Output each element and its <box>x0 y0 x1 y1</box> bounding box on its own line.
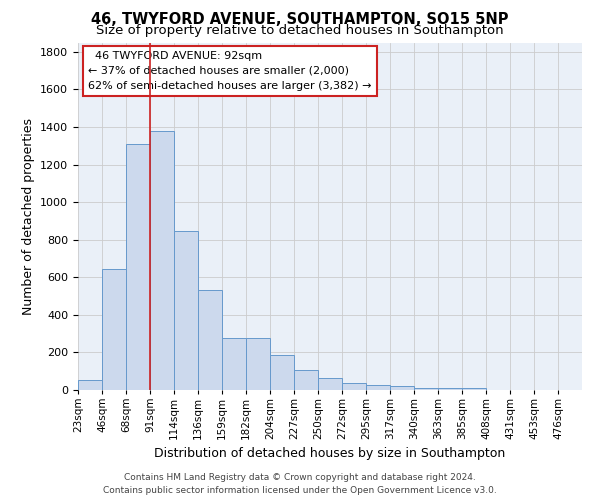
Bar <box>366 386 390 390</box>
Bar <box>222 338 246 390</box>
Text: 46, TWYFORD AVENUE, SOUTHAMPTON, SO15 5NP: 46, TWYFORD AVENUE, SOUTHAMPTON, SO15 5N… <box>91 12 509 28</box>
Bar <box>414 388 438 390</box>
Bar <box>150 131 174 390</box>
Text: Contains HM Land Registry data © Crown copyright and database right 2024.
Contai: Contains HM Land Registry data © Crown c… <box>103 474 497 495</box>
Bar <box>462 388 486 390</box>
Bar <box>78 380 102 390</box>
Bar <box>174 232 198 390</box>
X-axis label: Distribution of detached houses by size in Southampton: Distribution of detached houses by size … <box>154 448 506 460</box>
Bar <box>342 383 366 390</box>
Y-axis label: Number of detached properties: Number of detached properties <box>22 118 35 315</box>
Bar <box>438 388 462 390</box>
Bar <box>390 386 414 390</box>
Text: Size of property relative to detached houses in Southampton: Size of property relative to detached ho… <box>96 24 504 37</box>
Bar <box>102 269 126 390</box>
Bar <box>318 378 342 390</box>
Bar <box>246 338 270 390</box>
Bar <box>270 355 294 390</box>
Bar <box>126 144 150 390</box>
Text: 46 TWYFORD AVENUE: 92sqm
← 37% of detached houses are smaller (2,000)
62% of sem: 46 TWYFORD AVENUE: 92sqm ← 37% of detach… <box>88 51 371 91</box>
Bar <box>294 370 318 390</box>
Bar <box>198 290 222 390</box>
